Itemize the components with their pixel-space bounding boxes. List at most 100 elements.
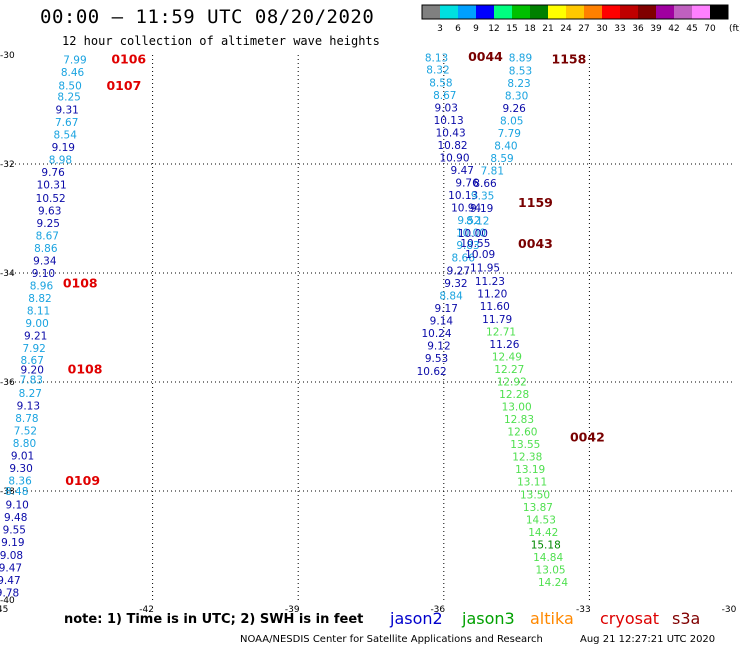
colorbar-swatch	[584, 5, 602, 19]
wave-height-value: 10.00	[456, 228, 486, 240]
wave-height-value: 8.67	[433, 90, 456, 102]
wave-height-value: 15.18	[531, 539, 561, 551]
colorbar-swatch	[638, 5, 656, 19]
wave-height-value: 10.00	[458, 228, 488, 240]
colorbar-swatch	[566, 5, 584, 19]
wave-height-value: 10.31	[37, 180, 67, 192]
wave-height-value: 13.00	[502, 402, 532, 414]
wave-height-value: 12.60	[507, 427, 537, 439]
wave-height-value: 9.10	[5, 500, 28, 512]
wave-height-value: 12.83	[504, 414, 534, 426]
wave-height-value: 9.35	[471, 191, 494, 203]
wave-height-value: 9.10	[32, 268, 55, 280]
wave-height-value: 8.82	[28, 293, 51, 305]
colorbar-label: 12	[488, 24, 499, 34]
colorbar-label: 18	[524, 24, 536, 34]
wave-height-value: 8.96	[30, 281, 54, 293]
colorbar-label: 15	[506, 24, 517, 34]
legend-row: note: 1) Time is in UTC; 2) SWH is in fe…	[64, 609, 740, 631]
wave-height-value: 9.76	[455, 178, 479, 190]
wave-height-value: 10.52	[36, 193, 66, 205]
pass-time-label: 0042	[570, 430, 605, 445]
wave-height-value: 9.25	[37, 218, 60, 230]
wave-height-value: 9.13	[17, 400, 40, 412]
wave-height-value: 14.42	[528, 527, 558, 539]
wave-height-value: 8.25	[57, 91, 80, 103]
wave-height-value: 8.67	[36, 230, 59, 242]
colorbar-label: 36	[632, 24, 644, 34]
wave-height-value: 8.27	[19, 388, 42, 400]
colorbar-swatch	[530, 5, 548, 19]
colorbar-swatch	[476, 5, 494, 19]
wave-height-value: 8.80	[13, 438, 36, 450]
latitude-label: -40	[0, 596, 15, 606]
wave-height-value: 9.47	[0, 562, 22, 574]
wave-height-value: 9.78	[0, 587, 19, 599]
wave-height-value: 9.20	[21, 364, 44, 376]
wave-height-value: 13.55	[510, 439, 540, 451]
pass-time-label: 0044	[468, 49, 503, 64]
pass-time-label: 1159	[518, 195, 553, 210]
wave-height-value: 8.59	[490, 153, 513, 165]
wave-height-value: 9.21	[24, 331, 47, 343]
wave-height-value: 8.36	[8, 476, 32, 488]
wave-height-value: 12.28	[499, 389, 529, 401]
wave-height-value: 9.47	[451, 165, 474, 177]
credit-line: NOAA/NESDIS Center for Satellite Applica…	[240, 634, 543, 645]
colorbar-swatch	[548, 5, 566, 19]
wave-height-value: 7.83	[20, 374, 43, 386]
colorbar-swatch	[422, 5, 440, 19]
wave-height-value: 10.55	[460, 238, 490, 250]
wave-height-value: 13.05	[536, 564, 566, 576]
colorbar-swatch	[620, 5, 638, 19]
wave-height-value: 9.12	[427, 340, 450, 352]
wave-height-value: 9.26	[502, 103, 526, 115]
colorbar-swatch	[692, 5, 710, 19]
colorbar-swatch	[458, 5, 476, 19]
wave-height-value: 13.19	[515, 464, 545, 476]
longitude-label: -42	[139, 605, 154, 615]
latitude-label: -32	[0, 160, 15, 170]
wave-height-value: 10.24	[421, 328, 451, 340]
wave-height-value: 8.46	[61, 67, 85, 79]
wave-height-value: 11.95	[470, 263, 500, 275]
wave-height-value: 9.19	[1, 537, 24, 549]
colorbar-label: 30	[596, 24, 608, 34]
wave-height-value: 8.11	[27, 306, 50, 318]
colorbar-label: 27	[578, 24, 589, 34]
wave-height-value: 8.84	[439, 290, 463, 302]
colorbar-swatch	[674, 5, 692, 19]
legend-altika: altika	[530, 609, 574, 628]
pass-time-label: 1158	[552, 51, 587, 66]
wave-height-value: 8.13	[425, 53, 448, 65]
wave-height-value: 12.27	[494, 364, 524, 376]
longitude-label: -45	[0, 605, 8, 615]
wave-height-value: 7.99	[63, 54, 86, 66]
wave-height-value: 8.50	[58, 81, 81, 93]
wave-height-value: 9.27	[447, 265, 470, 277]
wave-height-value: 11.79	[482, 314, 512, 326]
wave-height-value: 9.48	[4, 512, 27, 524]
colorbar-label: 39	[650, 24, 662, 34]
wave-height-value: 8.89	[509, 53, 532, 65]
wave-height-value: 8.05	[500, 115, 523, 127]
latitude-label: -38	[0, 487, 15, 497]
pass-time-label: 0108	[68, 361, 103, 376]
wave-height-value: 8.23	[507, 78, 530, 90]
wave-height-value: 12.49	[492, 351, 522, 363]
wave-height-value: 7.81	[481, 166, 504, 178]
colorbar-label: 33	[614, 24, 625, 34]
pass-time-label: 0109	[65, 473, 100, 488]
colorbar-label: 9	[473, 24, 479, 34]
latitude-label: -34	[0, 269, 15, 279]
colorbar-swatch	[440, 5, 458, 19]
colorbar-swatch	[512, 5, 530, 19]
wave-height-value: 7.79	[498, 128, 521, 140]
wave-height-value: 10.09	[465, 249, 495, 261]
colorbar-label: 21	[542, 24, 553, 34]
colorbar-swatch	[656, 5, 674, 19]
wave-height-value: 13.50	[520, 489, 550, 501]
longitude-label: -30	[722, 605, 737, 615]
pass-time-label: 0043	[518, 236, 553, 251]
